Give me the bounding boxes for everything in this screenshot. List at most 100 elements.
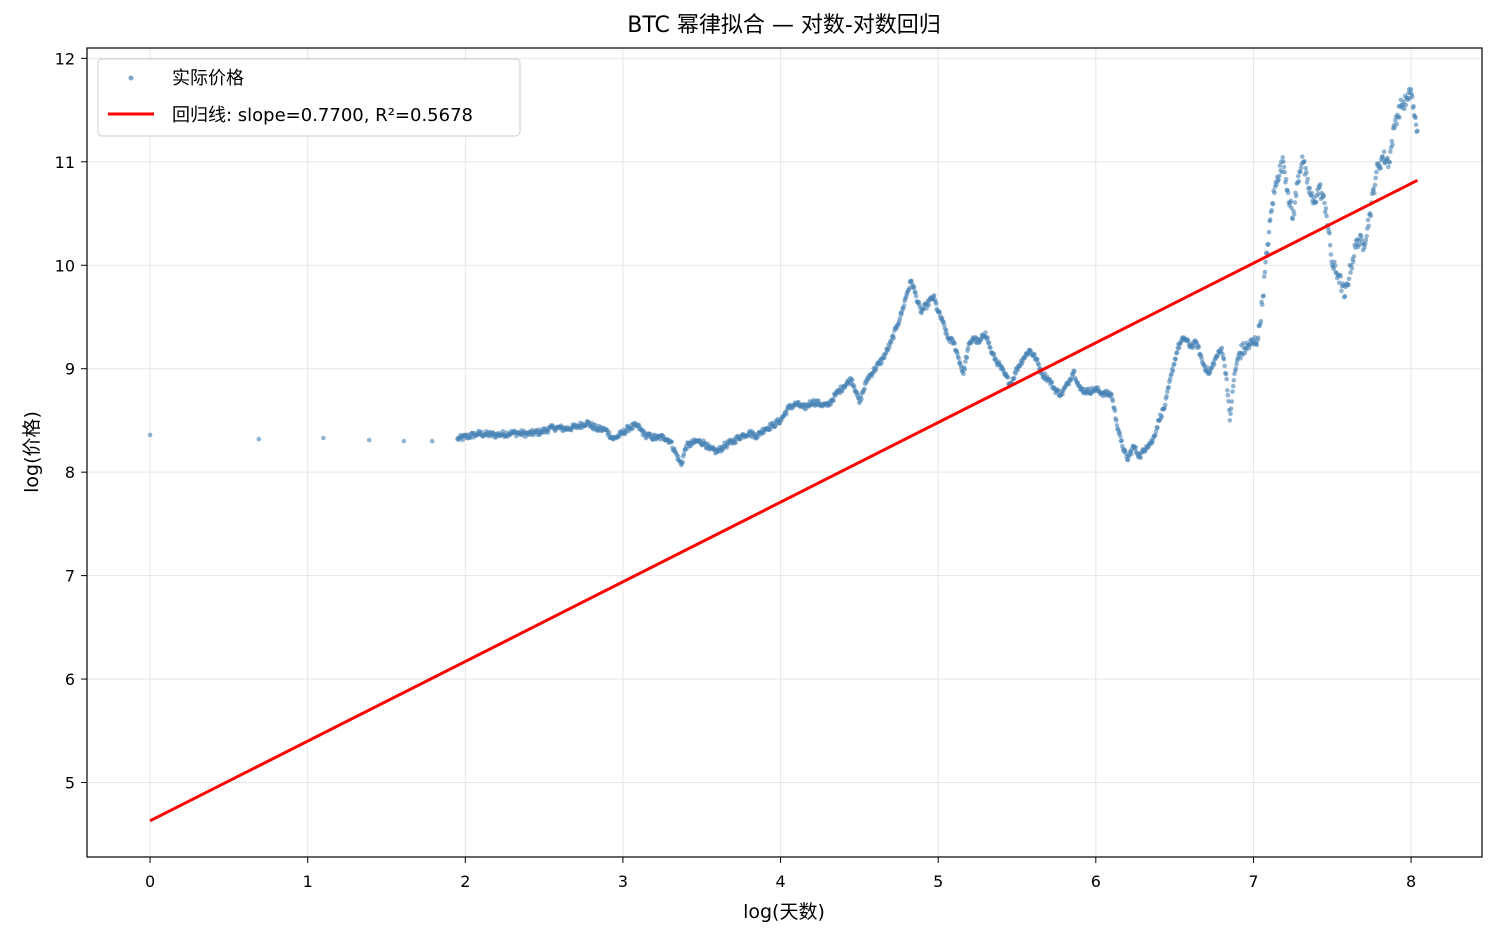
scatter-point [401,438,407,444]
scatter-point [1261,274,1267,279]
scatter-point [897,316,903,321]
x-tick-label: 5 [933,872,943,891]
scatter-point [1056,388,1061,394]
scatter-point [1133,444,1138,450]
scatter-point [1264,250,1270,256]
scatter-point [1164,394,1169,399]
scatter-point [147,432,153,438]
scatter-point [1155,425,1160,431]
scatter-point [1266,229,1272,235]
scatter-point [965,345,971,351]
scatter-point [1110,398,1116,404]
scatter-point [1159,414,1164,419]
scatter-point [1011,375,1017,381]
scatter-point [1276,177,1281,183]
scatter-point [985,335,990,340]
scatter-point [684,446,689,452]
scatter-point [1351,254,1357,259]
scatter-point [939,315,945,321]
scatter-point [1231,378,1237,383]
scatter-point [924,306,929,311]
scatter-point [1224,376,1229,382]
scatter-point [479,429,485,435]
scatter-point [606,430,612,435]
scatter-point [1328,252,1334,257]
scatter-point [1223,371,1229,377]
scatter-point [1322,200,1327,206]
scatter-point [1304,170,1309,175]
scatter-point [1321,193,1327,199]
scatter-point [963,359,968,364]
scatter-point [1285,190,1291,196]
scatter-point [1322,209,1328,215]
scatter-point [1415,128,1420,134]
scatter-point [1222,363,1227,369]
scatter-point [961,371,966,377]
scatter-point [1015,367,1020,373]
scatter-point [855,390,860,396]
scatter-point [879,360,884,366]
scatter-point [1413,115,1418,121]
scatter-point [1293,193,1299,199]
scatter-point [1283,176,1289,182]
scatter-point [1227,418,1233,423]
scatter-point [1281,164,1287,170]
scatter-point [1402,106,1407,112]
scatter-point [1066,381,1072,387]
scatter-point [1109,392,1114,397]
scatter-point [681,451,687,457]
scatter-point [1307,185,1313,191]
scatter-point [1332,259,1337,265]
scatter-point [1349,266,1355,271]
legend-marker-points [128,75,134,81]
scatter-point [991,351,997,357]
scatter-point [1112,408,1118,414]
scatter-point [680,459,685,465]
scatter-point [937,309,942,315]
scatter-point [1342,294,1348,299]
scatter-point [1346,282,1351,288]
scatter-point [849,377,855,383]
scatter-point [1281,159,1286,165]
scatter-point [321,435,326,441]
scatter-point [1225,388,1230,393]
scatter-point [1332,263,1338,268]
scatter-point [962,366,968,372]
scatter-point [1221,357,1227,362]
scatter-point [1266,241,1271,247]
scatter-point [913,294,919,299]
scatter-point [1291,212,1297,217]
scatter-point [1393,118,1398,123]
scatter-point [1261,293,1266,299]
scatter-point [1270,201,1276,207]
scatter-point [1351,259,1356,265]
scatter-point [1196,344,1202,350]
scatter-point [1413,122,1419,127]
scatter-point [1125,457,1131,463]
scatter-point [593,422,598,428]
scatter-point [1318,182,1323,187]
scatter-point [1215,353,1220,358]
scatter-point [1292,200,1298,205]
scatter-point [1166,384,1171,390]
scatter-point [1173,356,1178,362]
scatter-point [1282,169,1287,175]
scatter-point [1296,173,1301,179]
scatter-point [926,302,931,308]
scatter-point [1288,198,1294,204]
scatter-point [882,355,887,361]
scatter-point [429,438,435,444]
scatter-point [1315,191,1321,197]
scatter-point [891,335,896,341]
scatter-point [1364,234,1369,239]
scatter-point [1327,231,1332,236]
scatter-point [1191,343,1197,349]
x-tick-label: 8 [1406,872,1416,891]
legend: 实际价格 回归线: slope=0.7700, R²=0.5678 [97,58,521,137]
x-tick-label: 1 [303,872,313,891]
scatter-point [1410,94,1415,99]
scatter-point [676,454,681,459]
scatter-point [1172,361,1177,367]
scatter-point [1259,302,1265,307]
scatter-point [1338,274,1343,279]
